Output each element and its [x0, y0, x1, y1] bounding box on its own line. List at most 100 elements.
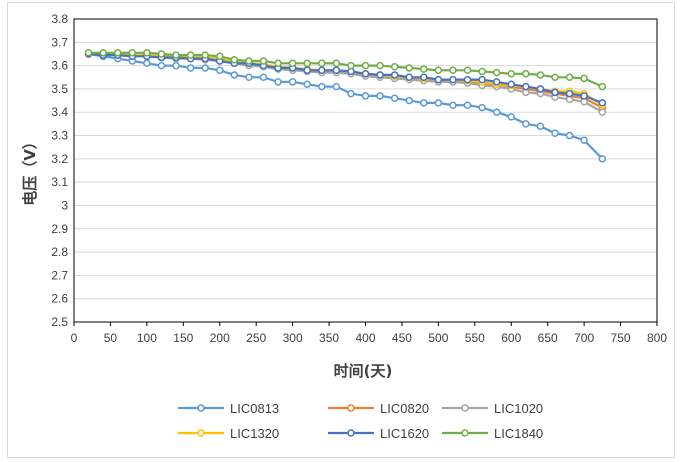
data-point: [598, 99, 607, 107]
x-tick-label: 150: [173, 331, 193, 345]
series-line: [88, 52, 604, 160]
data-point: [201, 51, 209, 59]
legend-label: LIC1620: [380, 426, 429, 441]
data-point: [332, 59, 341, 68]
x-tick-label: 200: [210, 331, 230, 345]
series-lines: [84, 49, 607, 163]
y-tick-label: 2.7: [51, 268, 68, 282]
data-point: [84, 49, 93, 57]
data-point: [536, 85, 545, 93]
data-point: [186, 51, 195, 59]
legend-item-LIC1840: LIC1840: [442, 426, 543, 441]
data-point: [536, 122, 545, 130]
y-tick-label: 3.2: [51, 152, 68, 166]
data-point: [245, 57, 253, 65]
data-point: [580, 136, 588, 144]
data-point: [405, 64, 413, 72]
x-tick-label: 100: [137, 331, 157, 345]
data-point: [598, 155, 607, 163]
y-tick-label: 3.8: [51, 12, 68, 26]
data-point: [113, 49, 122, 57]
y-tick-label: 3.4: [51, 105, 68, 119]
x-tick-label: 350: [319, 331, 339, 345]
legend-swatch-marker: [347, 404, 355, 412]
y-axis-title: 电压（V）: [21, 134, 39, 206]
data-point: [332, 66, 341, 75]
y-tick-label: 3.3: [51, 129, 68, 143]
y-tick-label: 2.8: [51, 245, 68, 259]
data-point: [463, 101, 472, 109]
data-point: [172, 51, 180, 59]
data-point: [172, 61, 180, 70]
data-point: [361, 70, 370, 78]
data-point: [551, 88, 559, 97]
data-point: [420, 99, 428, 107]
y-tick-label: 3: [61, 198, 68, 212]
legend: LIC0813 LIC0820 LIC1020 LIC1320 LIC1620 LIC18…: [178, 401, 543, 441]
legend-label: LIC1020: [494, 401, 543, 416]
data-point: [390, 94, 399, 102]
data-point: [492, 78, 501, 86]
data-point: [390, 71, 399, 79]
series-line: [88, 52, 603, 107]
data-point: [318, 82, 326, 91]
legend-swatch-marker: [461, 404, 469, 412]
data-point: [580, 92, 588, 100]
data-point: [507, 80, 515, 89]
data-point: [376, 92, 384, 100]
data-point: [463, 66, 472, 75]
legend-swatch-marker: [347, 429, 355, 437]
y-tick-label: 3.6: [51, 59, 68, 73]
legend-swatch-marker: [461, 429, 469, 437]
data-point: [332, 82, 341, 91]
data-point: [551, 129, 559, 137]
data-point: [230, 71, 239, 79]
data-point: [259, 73, 268, 82]
data-point: [288, 59, 297, 68]
y-tick-label: 3.1: [51, 175, 68, 189]
data-point: [303, 80, 311, 89]
data-point: [259, 57, 268, 65]
x-tick-label: 550: [465, 331, 485, 345]
x-tick-label: 650: [538, 331, 558, 345]
data-point: [128, 49, 137, 57]
data-point: [274, 78, 282, 86]
series-LIC1620: [84, 50, 607, 107]
x-tick-label: 0: [71, 331, 78, 345]
data-point: [376, 61, 384, 70]
axes: [73, 18, 658, 326]
data-point: [565, 131, 574, 140]
legend-item-LIC0813: LIC0813: [178, 401, 279, 416]
x-tick-label: 600: [501, 331, 521, 345]
data-point: [522, 82, 530, 91]
data-point: [434, 75, 443, 84]
x-tick-label: 750: [611, 331, 631, 345]
y-tick-label: 2.5: [51, 315, 68, 329]
data-point: [405, 96, 413, 105]
data-point: [434, 99, 443, 107]
y-tick-label: 3.7: [51, 35, 68, 49]
data-point: [318, 59, 326, 68]
data-point: [201, 64, 209, 72]
data-point: [492, 68, 501, 77]
data-point: [347, 89, 355, 98]
data-point: [245, 73, 253, 82]
data-point: [565, 73, 574, 82]
series-LIC1020: [84, 50, 607, 116]
legend-label: LIC0820: [380, 401, 429, 416]
legend-label: LIC0813: [230, 401, 279, 416]
y-tick-label: 2.9: [51, 222, 68, 236]
data-point: [507, 113, 515, 121]
legend-item-LIC1320: LIC1320: [178, 426, 279, 441]
legend-swatch-marker: [197, 429, 205, 437]
y-tick-label: 2.6: [51, 292, 68, 306]
data-point: [536, 71, 545, 79]
chart-frame: 2.5 2.6 2.7 2.8 2.9 3 3.1 3.2 3.3 3.4 3.5 3.6 3.7 3.8…: [7, 2, 675, 458]
data-point: [143, 59, 151, 68]
data-point: [522, 70, 530, 78]
legend-item-LIC0820: LIC0820: [328, 401, 429, 416]
data-point: [376, 71, 384, 79]
data-point: [420, 73, 428, 82]
data-point: [478, 75, 486, 84]
x-tick-label: 700: [574, 331, 594, 345]
